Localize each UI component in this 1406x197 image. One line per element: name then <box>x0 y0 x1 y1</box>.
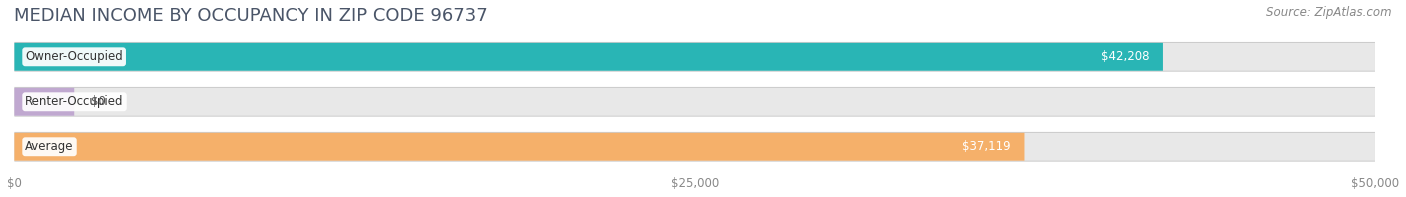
Text: $0: $0 <box>90 95 105 108</box>
Text: $37,119: $37,119 <box>962 140 1011 153</box>
Text: Source: ZipAtlas.com: Source: ZipAtlas.com <box>1267 6 1392 19</box>
Text: Owner-Occupied: Owner-Occupied <box>25 50 122 63</box>
FancyBboxPatch shape <box>14 43 1375 71</box>
Text: Average: Average <box>25 140 73 153</box>
FancyBboxPatch shape <box>14 88 1375 116</box>
Text: $42,208: $42,208 <box>1101 50 1149 63</box>
FancyBboxPatch shape <box>14 132 1375 162</box>
FancyBboxPatch shape <box>14 42 1375 72</box>
FancyBboxPatch shape <box>14 133 1025 161</box>
FancyBboxPatch shape <box>14 88 75 116</box>
FancyBboxPatch shape <box>14 133 1375 161</box>
Text: Renter-Occupied: Renter-Occupied <box>25 95 124 108</box>
FancyBboxPatch shape <box>14 87 1375 117</box>
Text: MEDIAN INCOME BY OCCUPANCY IN ZIP CODE 96737: MEDIAN INCOME BY OCCUPANCY IN ZIP CODE 9… <box>14 7 488 25</box>
FancyBboxPatch shape <box>14 43 1163 71</box>
